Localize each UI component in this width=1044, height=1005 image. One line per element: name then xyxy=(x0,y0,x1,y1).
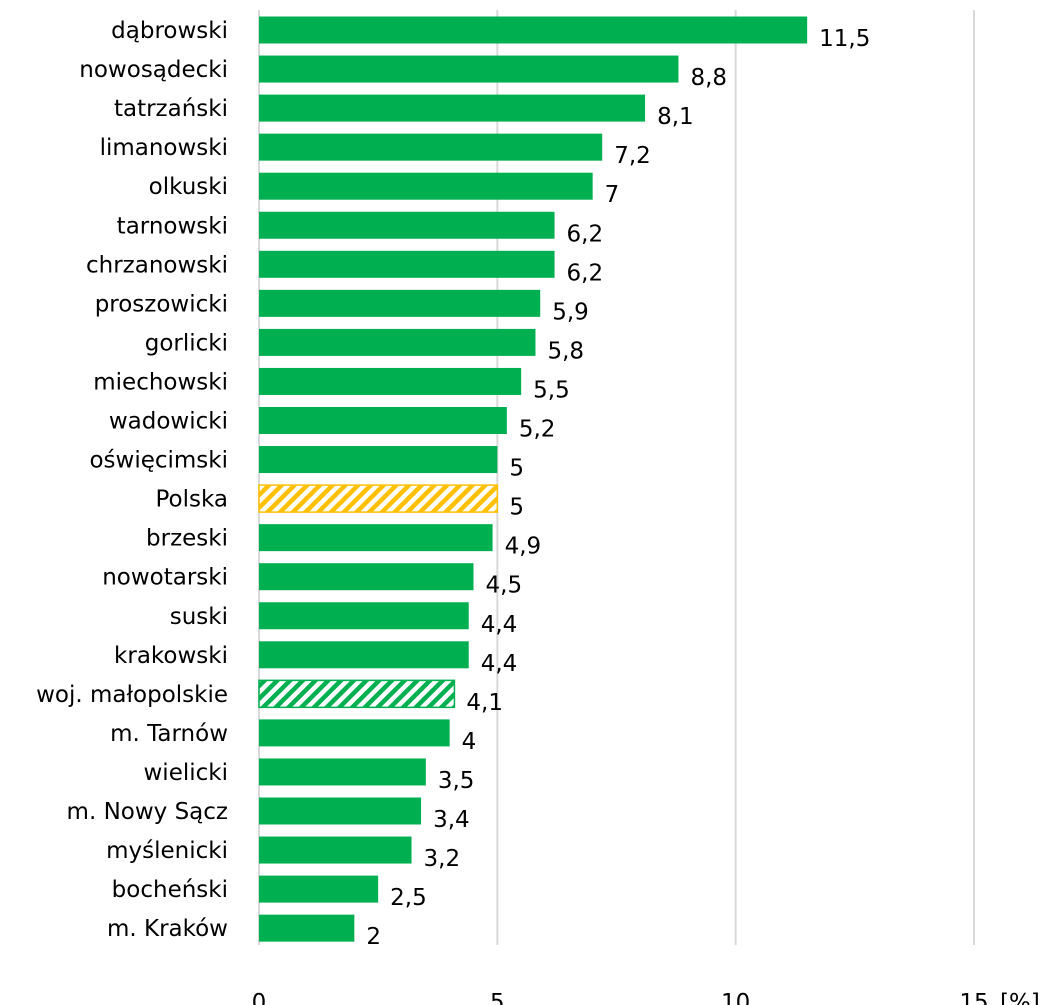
bar-3 xyxy=(259,133,603,161)
x-tick-label-1: 5 xyxy=(490,990,505,1005)
value-label-4: 7 xyxy=(605,182,620,208)
category-label-0: dąbrowski xyxy=(111,18,228,44)
x-tick-label-2: 10 xyxy=(721,990,750,1005)
category-label-1: nowosądecki xyxy=(79,57,228,83)
value-label-23: 2 xyxy=(366,924,381,950)
bar-19 xyxy=(259,758,426,786)
value-label-5: 6,2 xyxy=(567,221,604,247)
value-label-6: 6,2 xyxy=(567,260,604,286)
category-label-3: limanowski xyxy=(100,135,228,161)
bar-17 xyxy=(258,679,456,709)
bar-6 xyxy=(259,250,555,278)
category-label-6: chrzanowski xyxy=(86,252,228,278)
category-label-18: m. Tarnów xyxy=(110,721,228,747)
bar-4 xyxy=(259,172,593,200)
value-label-0: 11,5 xyxy=(819,26,870,52)
category-label-20: m. Nowy Sącz xyxy=(67,799,228,825)
unit-label: [%] xyxy=(1000,990,1040,1005)
x-tick-label-3: 15 xyxy=(959,990,988,1005)
bar-15 xyxy=(259,602,469,630)
bar-9 xyxy=(259,367,522,395)
category-label-17: woj. małopolskie xyxy=(36,682,228,708)
value-label-10: 5,2 xyxy=(519,417,556,443)
bar-1 xyxy=(259,55,679,83)
value-label-18: 4 xyxy=(462,729,477,755)
value-label-2: 8,1 xyxy=(657,104,694,130)
category-label-9: miechowski xyxy=(93,369,228,395)
bar-11 xyxy=(259,446,498,474)
bar-20 xyxy=(259,797,422,825)
category-label-7: proszowicki xyxy=(95,291,228,317)
value-label-19: 3,5 xyxy=(438,768,475,794)
value-label-16: 4,4 xyxy=(481,651,518,677)
x-tick-label-0: 0 xyxy=(252,990,267,1005)
category-label-15: suski xyxy=(170,604,228,630)
bar-22 xyxy=(259,875,379,903)
bar-0 xyxy=(259,16,808,44)
category-label-12: Polska xyxy=(155,487,228,513)
value-label-15: 4,4 xyxy=(481,612,518,638)
value-label-3: 7,2 xyxy=(614,143,651,169)
value-labels: 11,58,88,17,276,26,25,95,85,55,2554,94,5… xyxy=(366,26,870,950)
category-label-11: oświęcimski xyxy=(89,448,228,474)
category-label-19: wielicki xyxy=(144,760,229,786)
bar-10 xyxy=(259,407,507,434)
value-label-14: 4,5 xyxy=(486,573,523,599)
category-label-5: tarnowski xyxy=(117,213,228,239)
bar-7 xyxy=(259,289,541,317)
bar-13 xyxy=(259,524,493,552)
category-label-2: tatrzański xyxy=(114,96,228,122)
bar-8 xyxy=(259,328,536,356)
value-label-11: 5 xyxy=(509,456,524,482)
bar-12 xyxy=(258,484,499,513)
value-label-20: 3,4 xyxy=(433,807,470,833)
category-label-21: myślenicki xyxy=(106,838,228,864)
value-label-12: 5 xyxy=(509,495,524,521)
value-label-13: 4,9 xyxy=(505,534,542,560)
value-label-17: 4,1 xyxy=(466,690,503,716)
value-label-1: 8,8 xyxy=(690,65,727,91)
category-label-4: olkuski xyxy=(149,174,228,200)
category-label-8: gorlicki xyxy=(145,330,228,356)
category-label-22: bocheński xyxy=(112,877,228,903)
bar-16 xyxy=(259,641,469,669)
value-label-22: 2,5 xyxy=(390,885,427,911)
value-label-7: 5,9 xyxy=(552,299,589,325)
bar-23 xyxy=(259,914,355,942)
bar-18 xyxy=(259,719,450,747)
category-label-23: m. Kraków xyxy=(107,916,228,942)
value-label-21: 3,2 xyxy=(424,846,461,872)
category-label-16: krakowski xyxy=(114,643,228,669)
category-label-14: nowotarski xyxy=(102,565,228,591)
value-label-9: 5,5 xyxy=(533,377,570,403)
bar-5 xyxy=(259,211,555,239)
bar-14 xyxy=(259,563,474,591)
x-axis: 0 5 10 15 xyxy=(252,990,989,1005)
category-label-13: brzeski xyxy=(146,526,228,552)
gridlines xyxy=(258,10,975,945)
bar-21 xyxy=(259,836,412,864)
bars xyxy=(258,16,808,942)
bar-2 xyxy=(259,94,646,122)
category-labels: dąbrowski nowosądecki tatrzański limanowski… xyxy=(36,18,228,942)
category-label-10: wadowicki xyxy=(109,409,228,435)
value-label-8: 5,8 xyxy=(547,338,584,364)
